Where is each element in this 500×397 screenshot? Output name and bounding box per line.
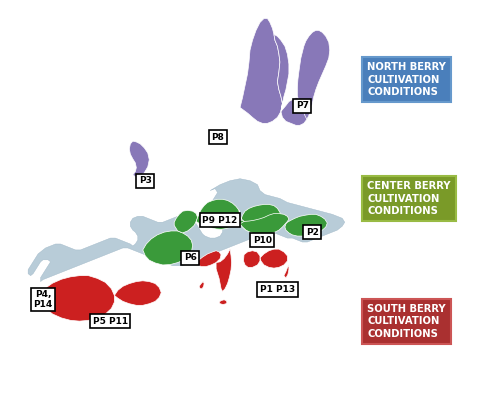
- Polygon shape: [239, 204, 281, 228]
- Text: P3: P3: [139, 176, 151, 185]
- Text: SOUTH BERRY
CULTIVATION
CONDITIONS: SOUTH BERRY CULTIVATION CONDITIONS: [367, 304, 446, 339]
- Polygon shape: [274, 34, 309, 125]
- Polygon shape: [240, 19, 282, 123]
- Text: P10: P10: [253, 235, 272, 245]
- Polygon shape: [28, 179, 344, 281]
- Polygon shape: [284, 265, 289, 278]
- Polygon shape: [216, 249, 232, 291]
- Text: P5 P11: P5 P11: [93, 317, 128, 326]
- Text: CENTER BERRY
CULTIVATION
CONDITIONS: CENTER BERRY CULTIVATION CONDITIONS: [367, 181, 450, 216]
- Polygon shape: [298, 30, 330, 119]
- Text: P6: P6: [184, 253, 196, 262]
- Polygon shape: [33, 276, 114, 321]
- Text: P2: P2: [306, 227, 319, 237]
- Text: P4,
P14: P4, P14: [34, 290, 52, 309]
- Polygon shape: [240, 214, 289, 235]
- Text: P1 P13: P1 P13: [260, 285, 295, 294]
- Text: P9 P12: P9 P12: [202, 216, 237, 225]
- Text: NORTH BERRY
CULTIVATION
CONDITIONS: NORTH BERRY CULTIVATION CONDITIONS: [367, 62, 446, 97]
- Polygon shape: [199, 281, 204, 289]
- Polygon shape: [197, 251, 221, 266]
- Polygon shape: [285, 214, 328, 236]
- Polygon shape: [114, 281, 161, 305]
- Polygon shape: [196, 199, 240, 229]
- Polygon shape: [174, 210, 198, 233]
- Polygon shape: [219, 300, 227, 304]
- Polygon shape: [130, 141, 150, 177]
- Polygon shape: [143, 231, 192, 265]
- Polygon shape: [260, 249, 287, 268]
- Polygon shape: [244, 251, 260, 267]
- Polygon shape: [239, 220, 278, 235]
- Text: P8: P8: [211, 133, 224, 142]
- Text: P7: P7: [296, 101, 309, 110]
